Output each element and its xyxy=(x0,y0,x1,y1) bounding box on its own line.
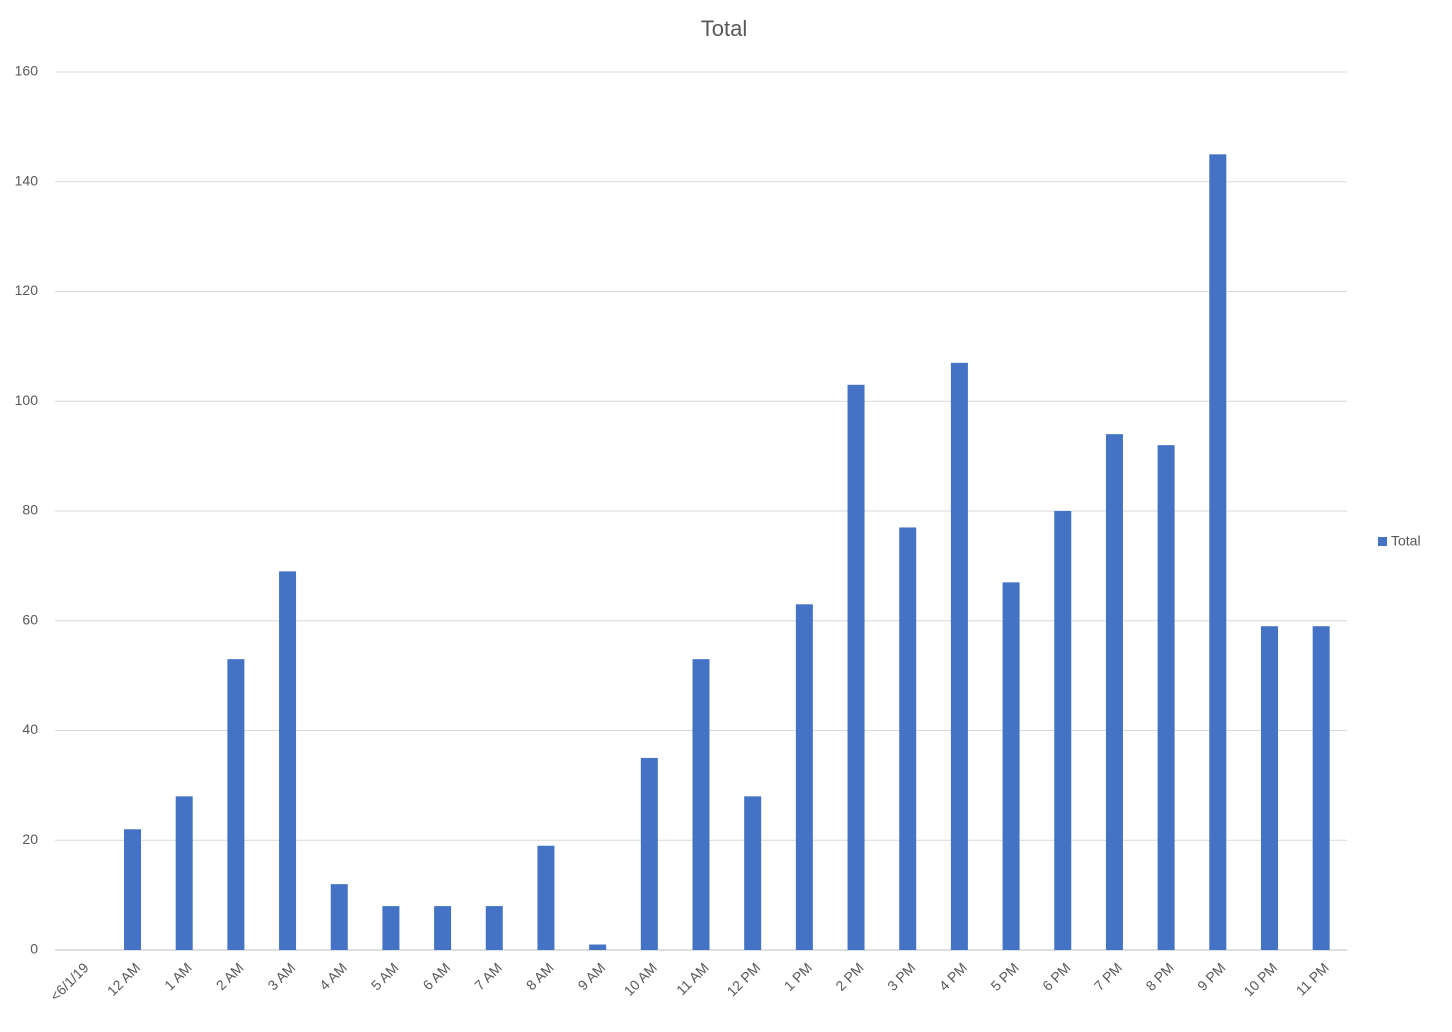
y-tick-label: 20 xyxy=(22,831,38,847)
x-tick-label: 1 AM xyxy=(161,959,195,993)
x-tick-label: 12 AM xyxy=(104,959,143,998)
x-tick-label: 9 AM xyxy=(575,959,609,993)
x-tick-label: 10 PM xyxy=(1240,959,1280,999)
x-tick-label: 2 PM xyxy=(832,959,866,993)
bar xyxy=(485,906,503,950)
y-tick-label: 100 xyxy=(15,392,39,408)
bar xyxy=(640,757,658,950)
bar xyxy=(950,362,968,950)
x-tick-label: 5 PM xyxy=(987,959,1021,993)
x-tick-label: 10 AM xyxy=(621,959,660,998)
bar xyxy=(175,796,193,950)
x-tick-label: 6 PM xyxy=(1039,959,1073,993)
bar xyxy=(899,527,917,950)
y-tick-label: 40 xyxy=(22,721,38,737)
bar xyxy=(744,796,762,950)
x-tick-label: 8 AM xyxy=(523,959,557,993)
y-tick-label: 120 xyxy=(15,282,39,298)
chart-title: Total xyxy=(701,16,747,41)
x-tick-label: 6 AM xyxy=(419,959,453,993)
bar xyxy=(1209,154,1227,950)
bar xyxy=(1054,511,1072,950)
x-tick-label: 7 PM xyxy=(1091,959,1125,993)
bar xyxy=(227,659,245,950)
x-tick-label: 3 PM xyxy=(884,959,918,993)
y-tick-label: 80 xyxy=(22,502,38,518)
bar xyxy=(1260,626,1278,950)
bar xyxy=(847,384,865,951)
x-tick-label: 5 AM xyxy=(368,959,402,993)
legend-label: Total xyxy=(1391,533,1421,549)
bar xyxy=(330,884,348,950)
bar xyxy=(589,944,607,950)
x-tick-label: 4 AM xyxy=(316,959,350,993)
x-tick-label: 7 AM xyxy=(471,959,505,993)
y-tick-label: 160 xyxy=(15,63,39,79)
x-tick-label: 4 PM xyxy=(936,959,970,993)
x-tick-label: 8 PM xyxy=(1142,959,1176,993)
y-tick-label: 60 xyxy=(22,611,38,627)
bar xyxy=(434,906,452,950)
x-tick-label: <6/1/19 xyxy=(47,959,92,1004)
y-tick-label: 140 xyxy=(15,172,39,188)
bar xyxy=(279,571,297,950)
x-tick-label: 11 AM xyxy=(673,959,712,998)
x-tick-label: 9 PM xyxy=(1194,959,1228,993)
legend-swatch xyxy=(1378,537,1387,546)
bar xyxy=(692,659,710,950)
bar xyxy=(1312,626,1330,950)
x-tick-label: 3 AM xyxy=(264,959,298,993)
bar xyxy=(1002,582,1020,950)
y-tick-label: 0 xyxy=(30,941,38,957)
bar xyxy=(1105,434,1123,950)
x-tick-label: 1 PM xyxy=(781,959,815,993)
x-tick-label: 11 PM xyxy=(1293,959,1332,998)
bar xyxy=(124,829,142,950)
x-tick-label: 12 PM xyxy=(723,959,763,999)
bar xyxy=(382,906,400,950)
x-tick-label: 2 AM xyxy=(213,959,247,993)
bar xyxy=(795,604,813,950)
bar xyxy=(1157,445,1175,950)
bar xyxy=(537,845,555,950)
